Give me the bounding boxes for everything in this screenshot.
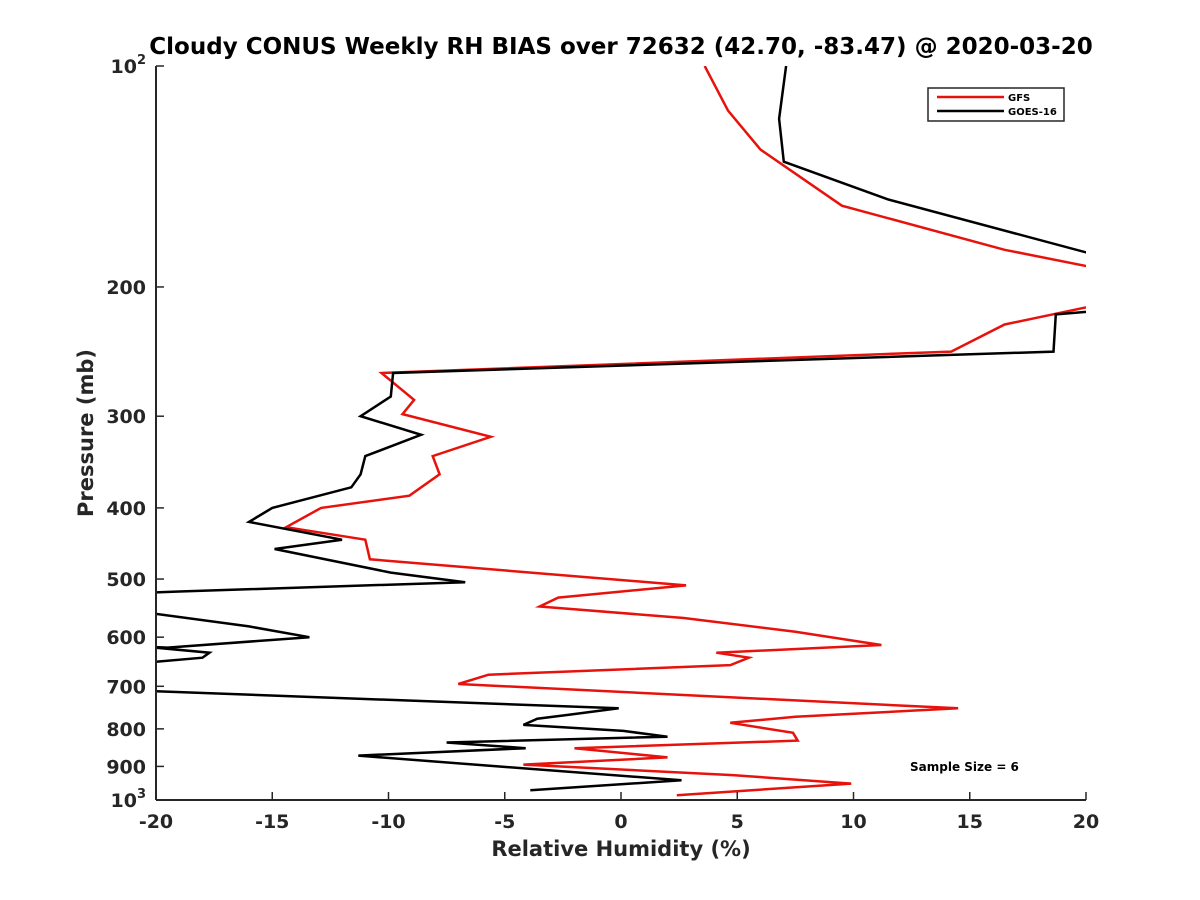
legend-box	[927, 87, 1065, 122]
x-tick-label: 15	[957, 811, 983, 833]
y-tick-label: 103	[111, 787, 147, 812]
legend-label-goes16: GOES-16	[1008, 107, 1057, 118]
y-tick-label: 400	[106, 498, 146, 520]
x-tick-label: -20	[139, 811, 173, 833]
x-tick-label: 0	[614, 811, 627, 833]
series-line-gfs	[282, 66, 1086, 797]
y-tick-exponent: 2	[137, 53, 146, 68]
x-tick-label: -10	[371, 811, 405, 833]
y-tick-exponent: 3	[137, 787, 146, 802]
chart-title: Cloudy CONUS Weekly RH BIAS over 72632 (…	[149, 34, 1092, 60]
x-tick-label: -15	[255, 811, 289, 833]
sample-size-annotation: Sample Size = 6	[910, 760, 1019, 774]
y-tick-label: 600	[106, 627, 146, 649]
y-tick-label: 900	[106, 756, 146, 778]
x-tick-label: 20	[1073, 811, 1099, 833]
x-axis-label: Relative Humidity (%)	[491, 837, 750, 861]
y-tick-label: 700	[106, 676, 146, 698]
legend-label-gfs: GFS	[1008, 93, 1030, 104]
x-ticks: -20 -15 -10 -5 0 5 10 15 20	[139, 792, 1099, 833]
x-tick-label: 10	[840, 811, 866, 833]
series-layer	[156, 66, 1086, 797]
legend: GFS GOES-16	[927, 87, 1065, 122]
y-tick-base: 10	[111, 790, 137, 812]
x-tick-label: -5	[494, 811, 515, 833]
x-tick-label: 5	[731, 811, 744, 833]
series-line-goes16	[156, 66, 1086, 792]
y-tick-label: 500	[106, 569, 146, 591]
y-tick-base: 10	[111, 56, 137, 78]
y-tick-label: 102	[111, 53, 147, 78]
y-axis-label: Pressure (mb)	[74, 349, 98, 517]
y-tick-label: 300	[106, 406, 146, 428]
axes-layer	[155, 66, 1086, 801]
y-tick-label: 200	[106, 277, 146, 299]
y-tick-label: 800	[106, 719, 146, 741]
